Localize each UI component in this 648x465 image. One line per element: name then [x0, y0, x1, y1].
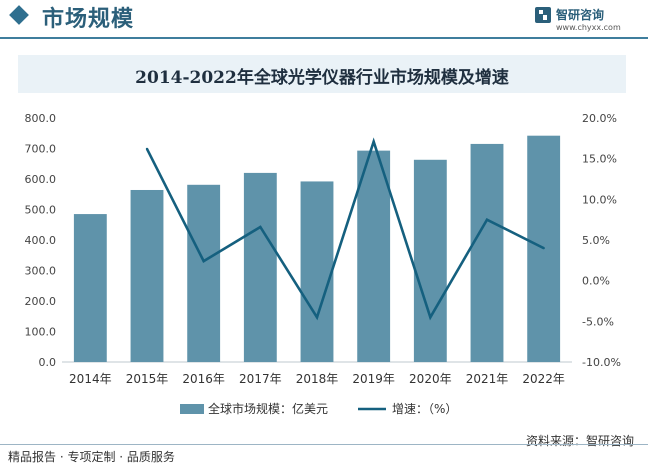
x-tick-label: 2015年 [126, 372, 169, 386]
left-tick-label: 300.0 [25, 265, 57, 278]
left-tick-label: 500.0 [25, 204, 57, 217]
left-tick-label: 600.0 [25, 173, 57, 186]
bar-1 [130, 189, 164, 362]
x-tick-label: 2022年 [522, 372, 565, 386]
legend-bar-label: 全球市场规模：亿美元 [208, 401, 328, 416]
x-tick-label: 2016年 [182, 372, 225, 386]
left-tick-label: 100.0 [25, 326, 57, 339]
right-tick-label: 20.0% [582, 112, 617, 125]
x-tick-label: 2017年 [239, 372, 282, 386]
x-tick-label: 2019年 [352, 372, 395, 386]
right-tick-label: 15.0% [582, 153, 617, 166]
bar-6 [413, 159, 447, 362]
growth-point-1 [145, 147, 149, 151]
legend-line-label: 增速：（%） [392, 402, 457, 416]
chart-title: 2014-2022年全球光学仪器行业市场规模及增速 [135, 68, 509, 88]
x-tick-label: 2020年 [409, 372, 452, 386]
right-tick-label: -10.0% [582, 356, 621, 369]
section-title: 市场规模 [42, 7, 135, 32]
bar-3 [243, 172, 277, 362]
bar-2 [187, 184, 221, 362]
bar-4 [300, 181, 334, 362]
header: 市场规模 智研咨询 www.chyxx.com [0, 0, 648, 40]
brand: 智研咨询 www.chyxx.com [534, 4, 634, 34]
bar-7 [470, 143, 504, 362]
left-tick-label: 800.0 [25, 112, 57, 125]
left-tick-label: 400.0 [25, 234, 57, 247]
chart-title-bar: 2014-2022年全球光学仪器行业市场规模及增速 [18, 55, 626, 93]
right-tick-label: 10.0% [582, 193, 617, 206]
growth-point-2 [202, 259, 205, 263]
brand-name: 智研咨询 [556, 8, 605, 22]
x-tick-label: 2021年 [466, 372, 509, 386]
left-tick-label: 700.0 [25, 143, 57, 156]
footer-divider [0, 444, 648, 445]
right-tick-label: 5.0% [582, 234, 610, 247]
growth-line [145, 137, 545, 321]
bar-0 [73, 214, 107, 362]
right-tick-label: 0.0% [582, 275, 610, 288]
left-tick-label: 0.0 [39, 356, 57, 369]
growth-point-3 [259, 225, 262, 229]
growth-point-4 [315, 316, 319, 319]
left-tick-label: 200.0 [25, 295, 57, 308]
brand-logo-icon [535, 7, 551, 23]
x-tick-label: 2018年 [296, 372, 339, 386]
growth-point-5 [372, 140, 375, 143]
footer-tagline: 精品报告 · 专项定制 · 品质服务 [8, 450, 175, 464]
header-divider [0, 37, 648, 39]
growth-point-6 [429, 316, 432, 319]
growth-point-8 [542, 246, 545, 250]
source-note: 资料来源：智研咨询 [525, 434, 634, 448]
growth-point-7 [485, 218, 489, 221]
right-tick-label: -5.0% [582, 315, 614, 328]
x-tick-label: 2014年 [69, 372, 112, 386]
legend-bar-swatch [180, 404, 204, 414]
brand-url: www.chyxx.com [556, 23, 621, 32]
bar-5 [357, 150, 391, 362]
